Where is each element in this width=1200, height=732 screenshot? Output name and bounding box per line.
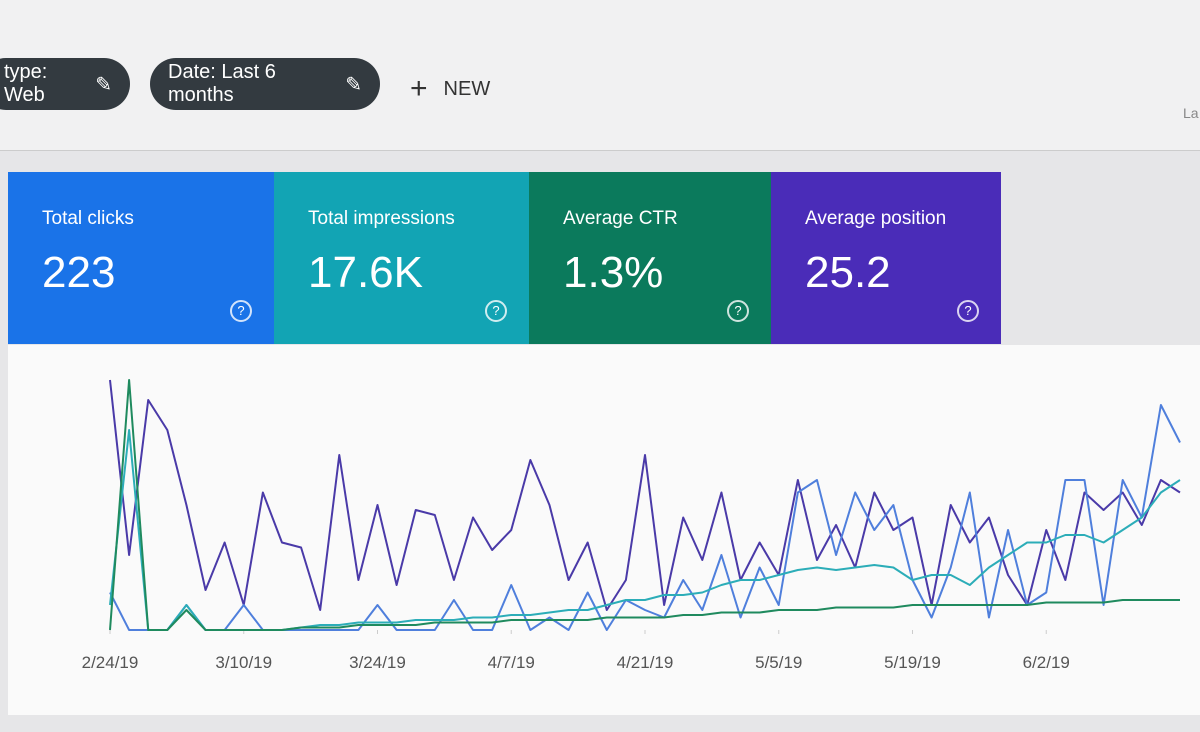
metric-value: 25.2	[805, 248, 891, 297]
metric-value: 223	[42, 248, 116, 297]
metric-card[interactable]: Average position 25.2?	[771, 172, 1001, 344]
x-tick-label: 5/19/19	[884, 653, 941, 672]
edit-icon: ✎	[95, 73, 112, 96]
metric-label: Total clicks	[42, 208, 134, 229]
edit-icon: ✎	[345, 73, 362, 96]
filter-chip[interactable]: Date: Last 6 months ✎	[150, 58, 380, 110]
help-icon[interactable]: ?	[485, 300, 507, 322]
x-tick-label: 4/21/19	[617, 653, 674, 672]
x-tick-label: 4/7/19	[488, 653, 535, 672]
x-tick-label: 2/24/19	[82, 653, 139, 672]
series-line	[109, 379, 1180, 631]
x-tick-label: 5/5/19	[755, 653, 802, 672]
metric-value: 17.6K	[308, 248, 423, 297]
metric-card[interactable]: Average CTR 1.3%?	[529, 172, 771, 344]
metric-label: Average position	[805, 208, 947, 229]
new-button[interactable]: + NEW	[410, 72, 490, 106]
series-line	[109, 404, 1181, 631]
chip-label: Date: Last 6 months	[168, 61, 276, 106]
help-icon[interactable]: ?	[957, 300, 979, 322]
button-label: NEW	[443, 77, 491, 100]
metric-value: 1.3%	[563, 248, 664, 297]
chip-label: type: Web	[4, 61, 48, 106]
x-tick-label: 6/2/19	[1023, 653, 1070, 672]
partial-text: La	[1183, 105, 1199, 121]
help-icon[interactable]: ?	[727, 300, 749, 322]
chart-panel	[8, 345, 1200, 715]
x-tick-label: 3/10/19	[215, 653, 272, 672]
metric-label: Average CTR	[563, 208, 678, 229]
metric-card[interactable]: Total impressions 17.6K?	[274, 172, 529, 344]
filter-chip[interactable]: type: Web ✎	[0, 58, 130, 110]
metric-card[interactable]: Total clicks 223?	[8, 172, 274, 344]
x-tick-label: 3/24/19	[349, 653, 406, 672]
help-icon[interactable]: ?	[230, 300, 252, 322]
plus-icon: +	[410, 72, 428, 105]
metric-label: Total impressions	[308, 208, 455, 229]
